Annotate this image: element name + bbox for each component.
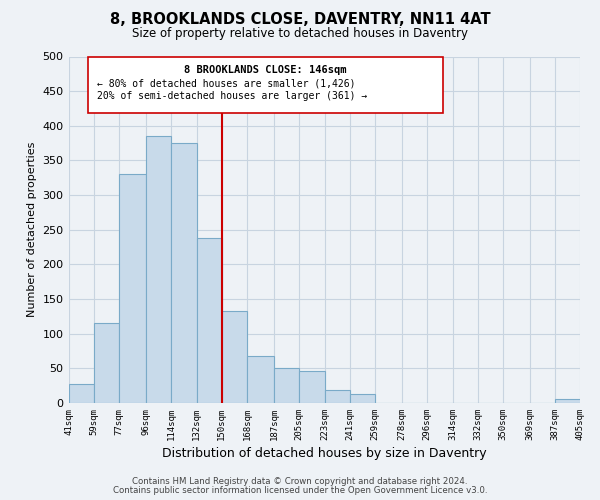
Bar: [119, 174, 146, 403]
Bar: [350, 394, 375, 403]
Bar: [222, 311, 247, 403]
Bar: [247, 356, 274, 403]
Text: 8 BROOKLANDS CLOSE: 146sqm: 8 BROOKLANDS CLOSE: 146sqm: [184, 65, 347, 75]
Y-axis label: Number of detached properties: Number of detached properties: [27, 142, 37, 318]
Text: Contains HM Land Registry data © Crown copyright and database right 2024.: Contains HM Land Registry data © Crown c…: [132, 477, 468, 486]
Text: ← 80% of detached houses are smaller (1,426): ← 80% of detached houses are smaller (1,…: [97, 78, 355, 88]
Bar: [171, 143, 197, 403]
Bar: [68, 384, 94, 403]
Bar: [197, 238, 222, 403]
Text: 20% of semi-detached houses are larger (361) →: 20% of semi-detached houses are larger (…: [97, 91, 367, 101]
Bar: [146, 136, 171, 403]
Text: Contains public sector information licensed under the Open Government Licence v3: Contains public sector information licen…: [113, 486, 487, 495]
Bar: [299, 371, 325, 403]
FancyBboxPatch shape: [88, 56, 443, 114]
Bar: [325, 390, 350, 403]
Text: 8, BROOKLANDS CLOSE, DAVENTRY, NN11 4AT: 8, BROOKLANDS CLOSE, DAVENTRY, NN11 4AT: [110, 12, 490, 28]
Bar: [555, 400, 581, 403]
Text: Size of property relative to detached houses in Daventry: Size of property relative to detached ho…: [132, 28, 468, 40]
X-axis label: Distribution of detached houses by size in Daventry: Distribution of detached houses by size …: [162, 447, 487, 460]
Bar: [274, 368, 299, 403]
Bar: [94, 322, 119, 403]
